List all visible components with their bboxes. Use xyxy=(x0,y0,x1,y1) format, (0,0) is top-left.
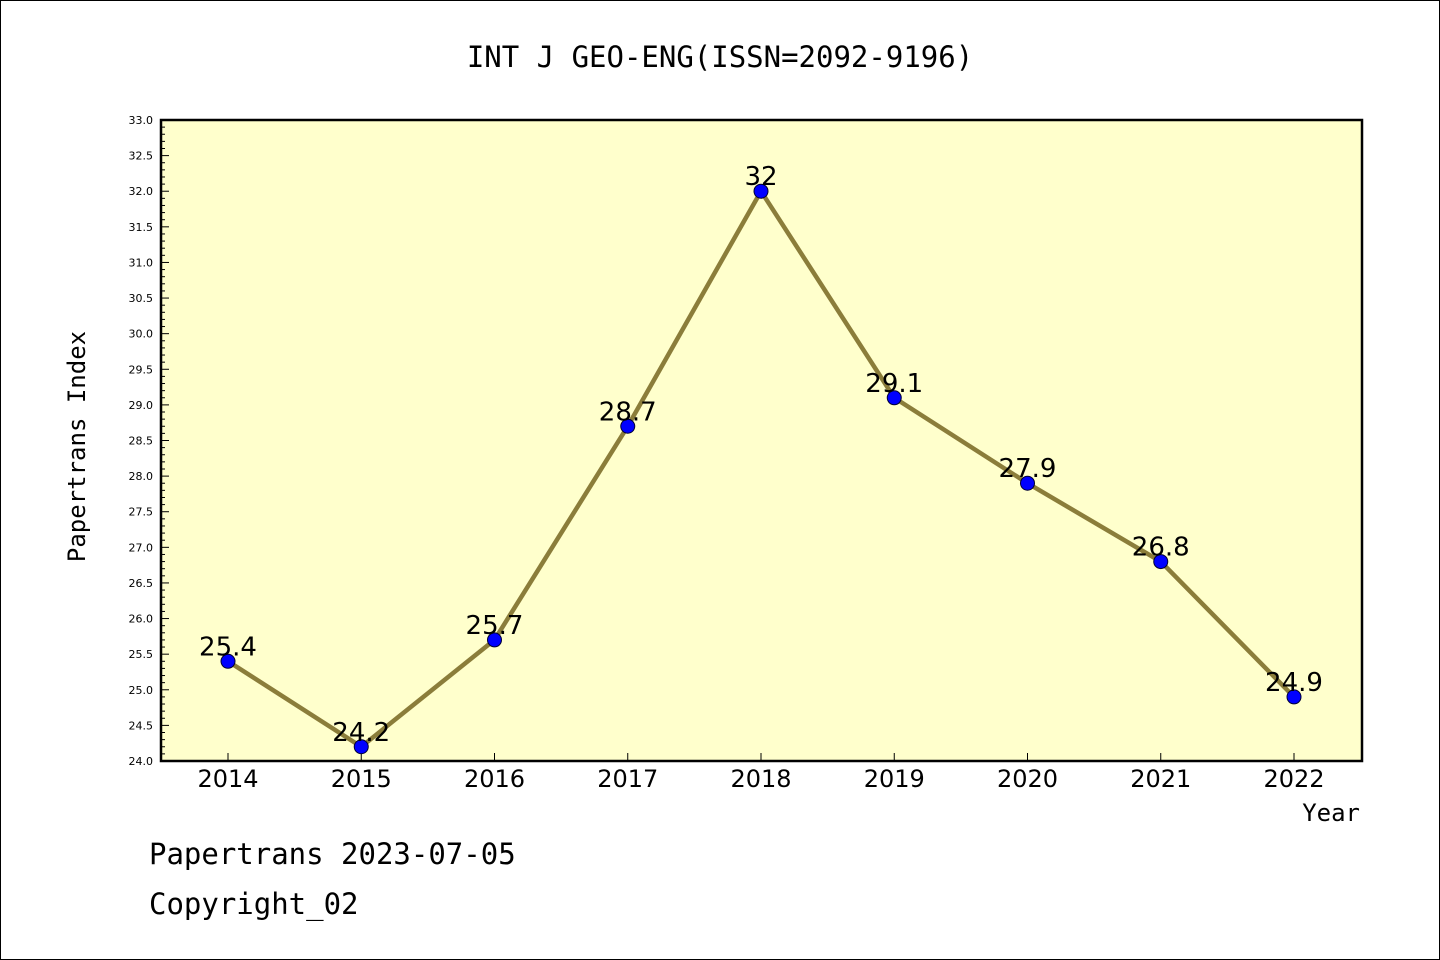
y-tick-label: 25.5 xyxy=(129,648,154,661)
y-tick-label: 28.5 xyxy=(129,435,154,448)
y-tick-label: 27.0 xyxy=(129,541,154,554)
x-axis: 2014 2015 2016 2017 2018 2019 2020 2021 2022 xyxy=(197,753,1325,793)
data-point xyxy=(1286,689,1302,705)
data-label: 25.7 xyxy=(466,611,524,641)
x-tick-label: 2018 xyxy=(730,765,791,793)
footer-date: Papertrans 2023-07-05 xyxy=(149,837,516,871)
y-tick-label: 26.0 xyxy=(129,613,154,626)
y-tick-label: 30.5 xyxy=(129,292,154,305)
x-tick-label: 2020 xyxy=(997,765,1058,793)
data-point xyxy=(1020,475,1035,491)
data-label: 32 xyxy=(744,162,777,192)
y-tick-label: 26.5 xyxy=(129,577,154,590)
y-tick-label: 31.0 xyxy=(129,256,154,269)
data-point xyxy=(1153,554,1169,570)
plot-area xyxy=(161,120,1362,761)
data-label: 28.7 xyxy=(599,397,657,427)
data-point xyxy=(353,739,369,755)
y-tick-label: 28.0 xyxy=(129,470,154,483)
y-tick-label: 24.5 xyxy=(129,719,154,732)
data-label: 24.2 xyxy=(332,718,390,748)
x-tick-label: 2014 xyxy=(197,765,258,793)
data-label: 29.1 xyxy=(865,369,923,399)
x-axis-title: Year xyxy=(1302,799,1360,827)
y-axis-title: Papertrans Index xyxy=(63,331,91,562)
y-tick-label: 29.0 xyxy=(129,399,154,412)
data-point xyxy=(487,632,502,648)
y-tick-label: 27.5 xyxy=(129,506,154,519)
y-tick-label: 29.5 xyxy=(129,363,154,376)
x-tick-label: 2021 xyxy=(1130,765,1191,793)
y-tick-label: 25.0 xyxy=(129,684,154,697)
x-tick-label: 2022 xyxy=(1263,765,1324,793)
y-tick-label: 32.0 xyxy=(129,185,154,198)
x-tick-label: 2015 xyxy=(331,765,392,793)
plot-frame xyxy=(159,118,1364,763)
data-point xyxy=(886,390,902,406)
y-tick-label: 31.5 xyxy=(129,221,154,234)
footer-copyright: Copyright_02 xyxy=(149,887,359,922)
y-tick-label: 24.0 xyxy=(129,755,154,768)
x-tick-label: 2019 xyxy=(864,765,925,793)
data-label: 26.8 xyxy=(1132,533,1190,563)
chart-title: INT J GEO-ENG(ISSN=2092-9196) xyxy=(467,40,973,74)
data-point xyxy=(220,653,236,669)
data-label: 24.9 xyxy=(1265,668,1323,698)
y-tick-label: 32.5 xyxy=(129,150,154,163)
data-point xyxy=(753,183,769,199)
data-series: 25.4 24.2 25.7 28.7 32 29.1 27.9 26.8 24.9 xyxy=(199,162,1323,755)
y-axis: 24.0 24.5 25.0 25.5 26.0 26.5 27.0 27.5 28.0 28.5… xyxy=(129,114,169,768)
x-tick-label: 2016 xyxy=(464,765,525,793)
data-point xyxy=(620,418,636,434)
y-tick-label: 30.0 xyxy=(129,328,154,341)
data-label: 27.9 xyxy=(999,454,1057,484)
y-tick-label: 33.0 xyxy=(129,114,154,127)
x-tick-label: 2017 xyxy=(597,765,658,793)
data-label: 25.4 xyxy=(199,632,257,662)
